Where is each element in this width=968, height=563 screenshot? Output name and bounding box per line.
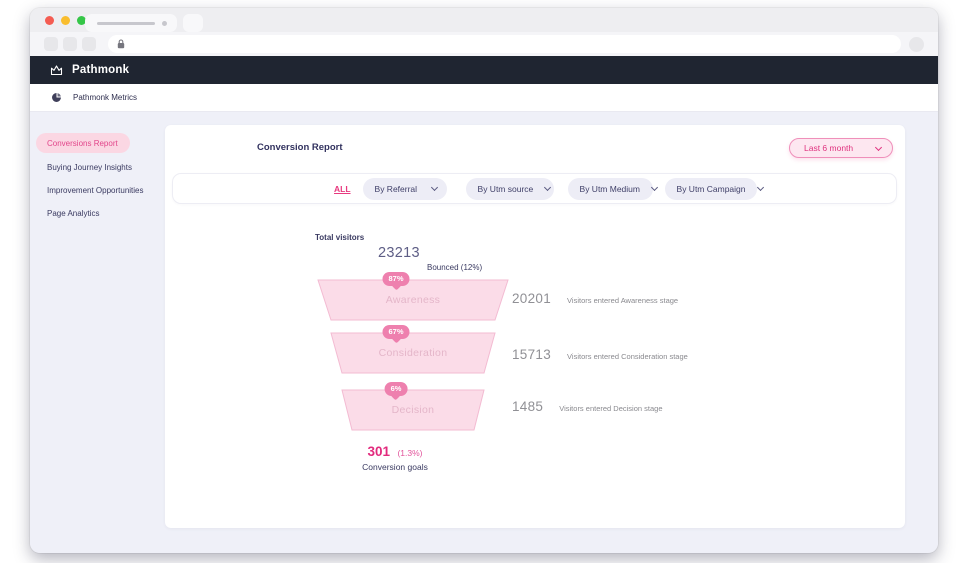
sidebar: Conversions Report Buying Journey Insigh…	[30, 112, 165, 552]
consideration-stat-row: 15713 Visitors entered Consideration sta…	[512, 347, 688, 362]
reload-button[interactable]	[82, 37, 96, 51]
metrics-subnav: Pathmonk Metrics	[30, 84, 938, 112]
awareness-stage-label: Awareness	[385, 294, 441, 306]
conversion-goals-value: 301	[367, 444, 391, 459]
total-visitors-label: Total visitors	[315, 233, 365, 242]
decision-stat-value: 1485	[512, 399, 544, 414]
minimize-window-button[interactable]	[61, 16, 70, 25]
filter-label: By Utm Campaign	[676, 183, 746, 194]
funnel-stage-decision-shape	[341, 389, 485, 431]
filter-bar: ALL By Referral By Utm source By Utm Med…	[172, 173, 897, 204]
funnel-stage-consideration-shape	[330, 332, 496, 374]
consideration-percent-badge: 67%	[382, 325, 410, 339]
funnel-stage-awareness-shape	[317, 279, 509, 321]
conversion-goals-label: Conversion goals	[362, 462, 428, 472]
pathmonk-metrics-icon	[52, 93, 61, 102]
sidebar-item-buying-journey-insights[interactable]: Buying Journey Insights	[47, 156, 132, 178]
close-window-button[interactable]	[45, 16, 54, 25]
chevron-down-icon	[874, 143, 883, 151]
filter-label: By Utm Medium	[579, 183, 640, 194]
funnel-visualization: Total visitors 23213 Bounced (12%) 87% 6…	[165, 205, 905, 528]
filter-by-utm-campaign-select[interactable]: By Utm Campaign	[664, 177, 764, 200]
sidebar-item-label: Conversions Report	[47, 138, 118, 148]
filter-by-utm-medium-select[interactable]: By Utm Medium	[567, 177, 659, 200]
awareness-stat-value: 20201	[512, 291, 552, 306]
tab-favicon-dot	[162, 21, 167, 26]
sidebar-item-label: Improvement Opportunities	[47, 185, 144, 195]
brand-title: Pathmonk	[72, 64, 130, 76]
awareness-percent-badge: 87%	[382, 272, 410, 286]
filter-label: By Utm source	[477, 183, 534, 194]
page-title: Conversion Report	[257, 142, 343, 153]
browser-profile-avatar[interactable]	[909, 36, 924, 52]
browser-window: Pathmonk Pathmonk Metrics Conversions Re…	[30, 8, 938, 553]
browser-tab[interactable]	[85, 14, 177, 32]
back-button[interactable]	[44, 37, 58, 51]
filter-by-utm-source-select[interactable]: By Utm source	[465, 177, 554, 200]
decision-stat-description: Visitors entered Decision stage	[559, 404, 663, 413]
maximize-window-button[interactable]	[77, 16, 86, 25]
forward-button[interactable]	[63, 37, 77, 51]
chevron-down-icon	[430, 183, 438, 192]
app-navbar: Pathmonk	[30, 56, 938, 84]
url-input[interactable]	[108, 35, 901, 53]
filter-all-link[interactable]: ALL	[334, 183, 351, 194]
sidebar-item-label: Page Analytics	[47, 208, 100, 218]
app-body: Conversions Report Buying Journey Insigh…	[30, 112, 938, 552]
browser-tab-strip	[30, 8, 938, 32]
sidebar-item-label: Buying Journey Insights	[47, 162, 132, 172]
conversion-goals-rate: (1.3%)	[397, 448, 423, 458]
sidebar-item-improvement-opportunities[interactable]: Improvement Opportunities	[47, 179, 144, 201]
pathmonk-logo-icon	[50, 65, 63, 76]
decision-stage-label: Decision	[391, 404, 435, 416]
conversion-goals-line: 301 (1.3%)	[315, 443, 475, 461]
bounced-label: Bounced (12%)	[427, 263, 483, 272]
sidebar-item-conversions-report[interactable]: Conversions Report	[36, 133, 130, 153]
filter-label: By Referral	[374, 183, 418, 194]
funnel-shapes	[317, 279, 509, 431]
date-range-select[interactable]: Last 6 month	[789, 138, 893, 158]
consideration-stat-description: Visitors entered Consideration stage	[567, 352, 688, 361]
lock-icon	[117, 39, 125, 49]
browser-address-bar	[30, 32, 938, 56]
conversion-report-card: Conversion Report Last 6 month ALL By Re…	[165, 125, 905, 528]
date-range-value: Last 6 month	[804, 143, 854, 153]
decision-stat-row: 1485 Visitors entered Decision stage	[512, 399, 662, 414]
chevron-down-icon	[544, 183, 552, 192]
tab-title-placeholder	[97, 22, 155, 25]
new-tab-button[interactable]	[183, 14, 203, 32]
consideration-stage-label: Consideration	[378, 347, 448, 359]
awareness-stat-row: 20201 Visitors entered Awareness stage	[512, 291, 678, 306]
sidebar-item-page-analytics[interactable]: Page Analytics	[47, 202, 99, 224]
decision-percent-badge: 6%	[384, 382, 408, 396]
metrics-subnav-label[interactable]: Pathmonk Metrics	[73, 93, 138, 102]
window-controls	[45, 16, 86, 25]
chevron-down-icon	[756, 183, 764, 192]
total-visitors-value: 23213	[378, 245, 420, 261]
chevron-down-icon	[650, 183, 659, 192]
filter-by-referral-select[interactable]: By Referral	[362, 177, 447, 200]
awareness-stat-description: Visitors entered Awareness stage	[567, 296, 679, 305]
consideration-stat-value: 15713	[512, 347, 552, 362]
